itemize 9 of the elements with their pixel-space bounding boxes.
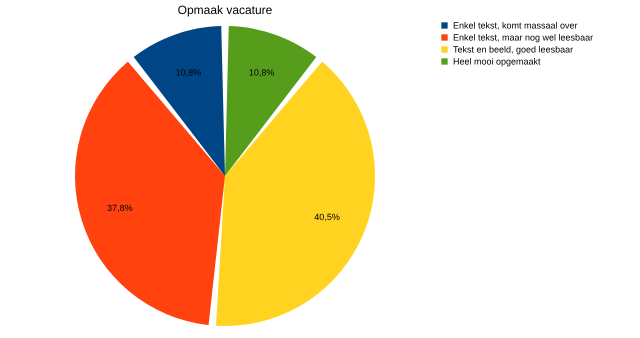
data-label: 10,8% <box>176 67 202 78</box>
data-label: 10,8% <box>248 67 274 78</box>
legend-label: Enkel tekst, maar nog wel leesbaar <box>453 32 594 42</box>
chart-title: Opmaak vacature <box>178 3 273 17</box>
data-label: 40,5% <box>314 212 340 222</box>
legend-label: Heel mooi opgemaakt <box>453 56 542 66</box>
legend-label: Enkel tekst, komt massaal over <box>453 20 578 30</box>
legend-label: Tekst en beeld, goed leesbaar <box>453 44 574 54</box>
data-label: 37,8% <box>107 203 133 214</box>
